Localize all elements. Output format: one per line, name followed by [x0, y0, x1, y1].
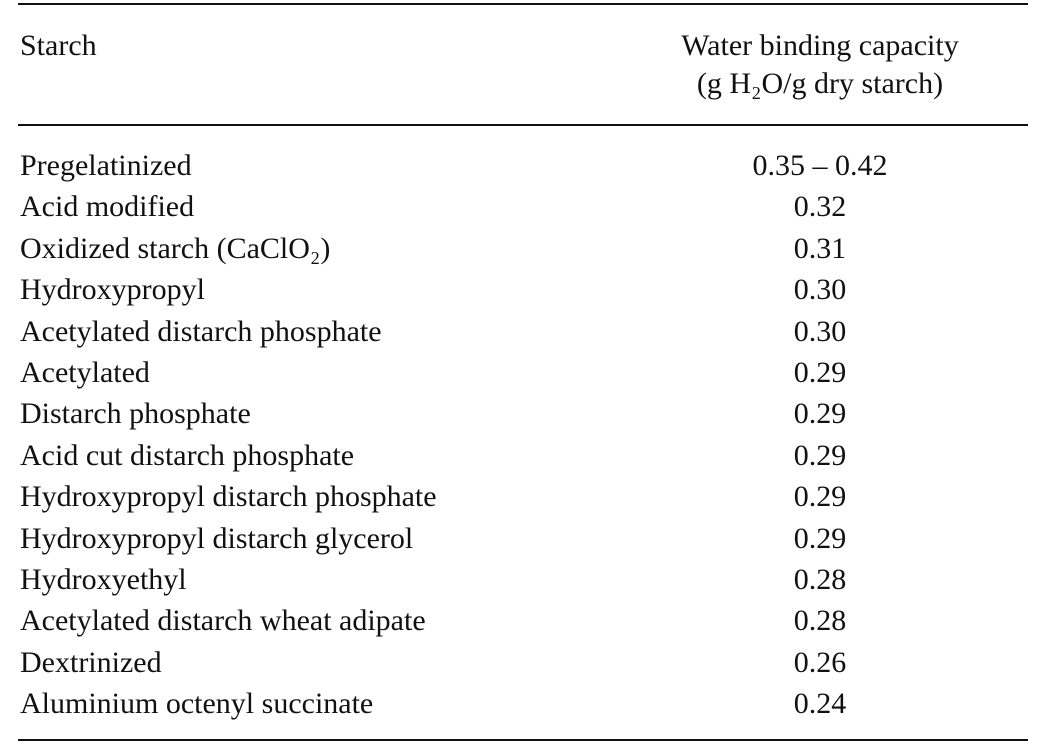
binding-value: 0.29 — [793, 356, 847, 389]
header-rule — [18, 124, 1028, 126]
starch-name: Acetylated distarch wheat adipate — [20, 604, 426, 638]
starch-name: Oxidized starch (CaClO₂) — [20, 231, 331, 265]
header-cell: Water binding capacity — [681, 29, 959, 62]
binding-value: 0.29 — [793, 480, 847, 514]
binding-value: 0.24 — [793, 687, 847, 721]
starch-name: Dextrinized — [20, 645, 162, 679]
binding-value: 0.30 — [793, 314, 847, 348]
binding-value: 0.28 — [793, 604, 847, 638]
header-cell: Starch — [20, 29, 97, 62]
binding-value: 0.29 — [793, 397, 847, 431]
binding-value: 0.29 — [793, 521, 847, 555]
starch-name: Acid modified — [20, 190, 195, 224]
starch-name: Acetylated distarch phosphate — [20, 314, 382, 348]
starch-name: Acid cut distarch phosphate — [20, 438, 355, 472]
header-cell: (g H₂O/g dry starch) — [696, 67, 944, 100]
starch-name: Hydroxypropyl distarch glycerol — [20, 521, 414, 555]
binding-value: 0.35 – 0.42 — [752, 149, 888, 182]
starch-name: Pregelatinized — [20, 149, 192, 182]
top-rule — [18, 3, 1028, 5]
starch-name: Hydroxypropyl — [20, 273, 205, 307]
starch-name: Hydroxypropyl distarch phosphate — [20, 480, 437, 514]
binding-value: 0.28 — [793, 563, 847, 596]
bottom-rule — [18, 739, 1028, 741]
binding-value: 0.30 — [793, 273, 847, 307]
binding-value: 0.31 — [793, 231, 847, 265]
starch-name: Aluminium octenyl succinate — [20, 687, 374, 721]
starch-name: Hydroxyethyl — [20, 563, 187, 596]
binding-value: 0.29 — [793, 438, 847, 472]
starch-name: Acetylated — [20, 356, 150, 389]
starch-name: Distarch phosphate — [20, 397, 251, 431]
binding-value: 0.26 — [793, 645, 847, 679]
binding-value: 0.32 — [793, 190, 847, 224]
